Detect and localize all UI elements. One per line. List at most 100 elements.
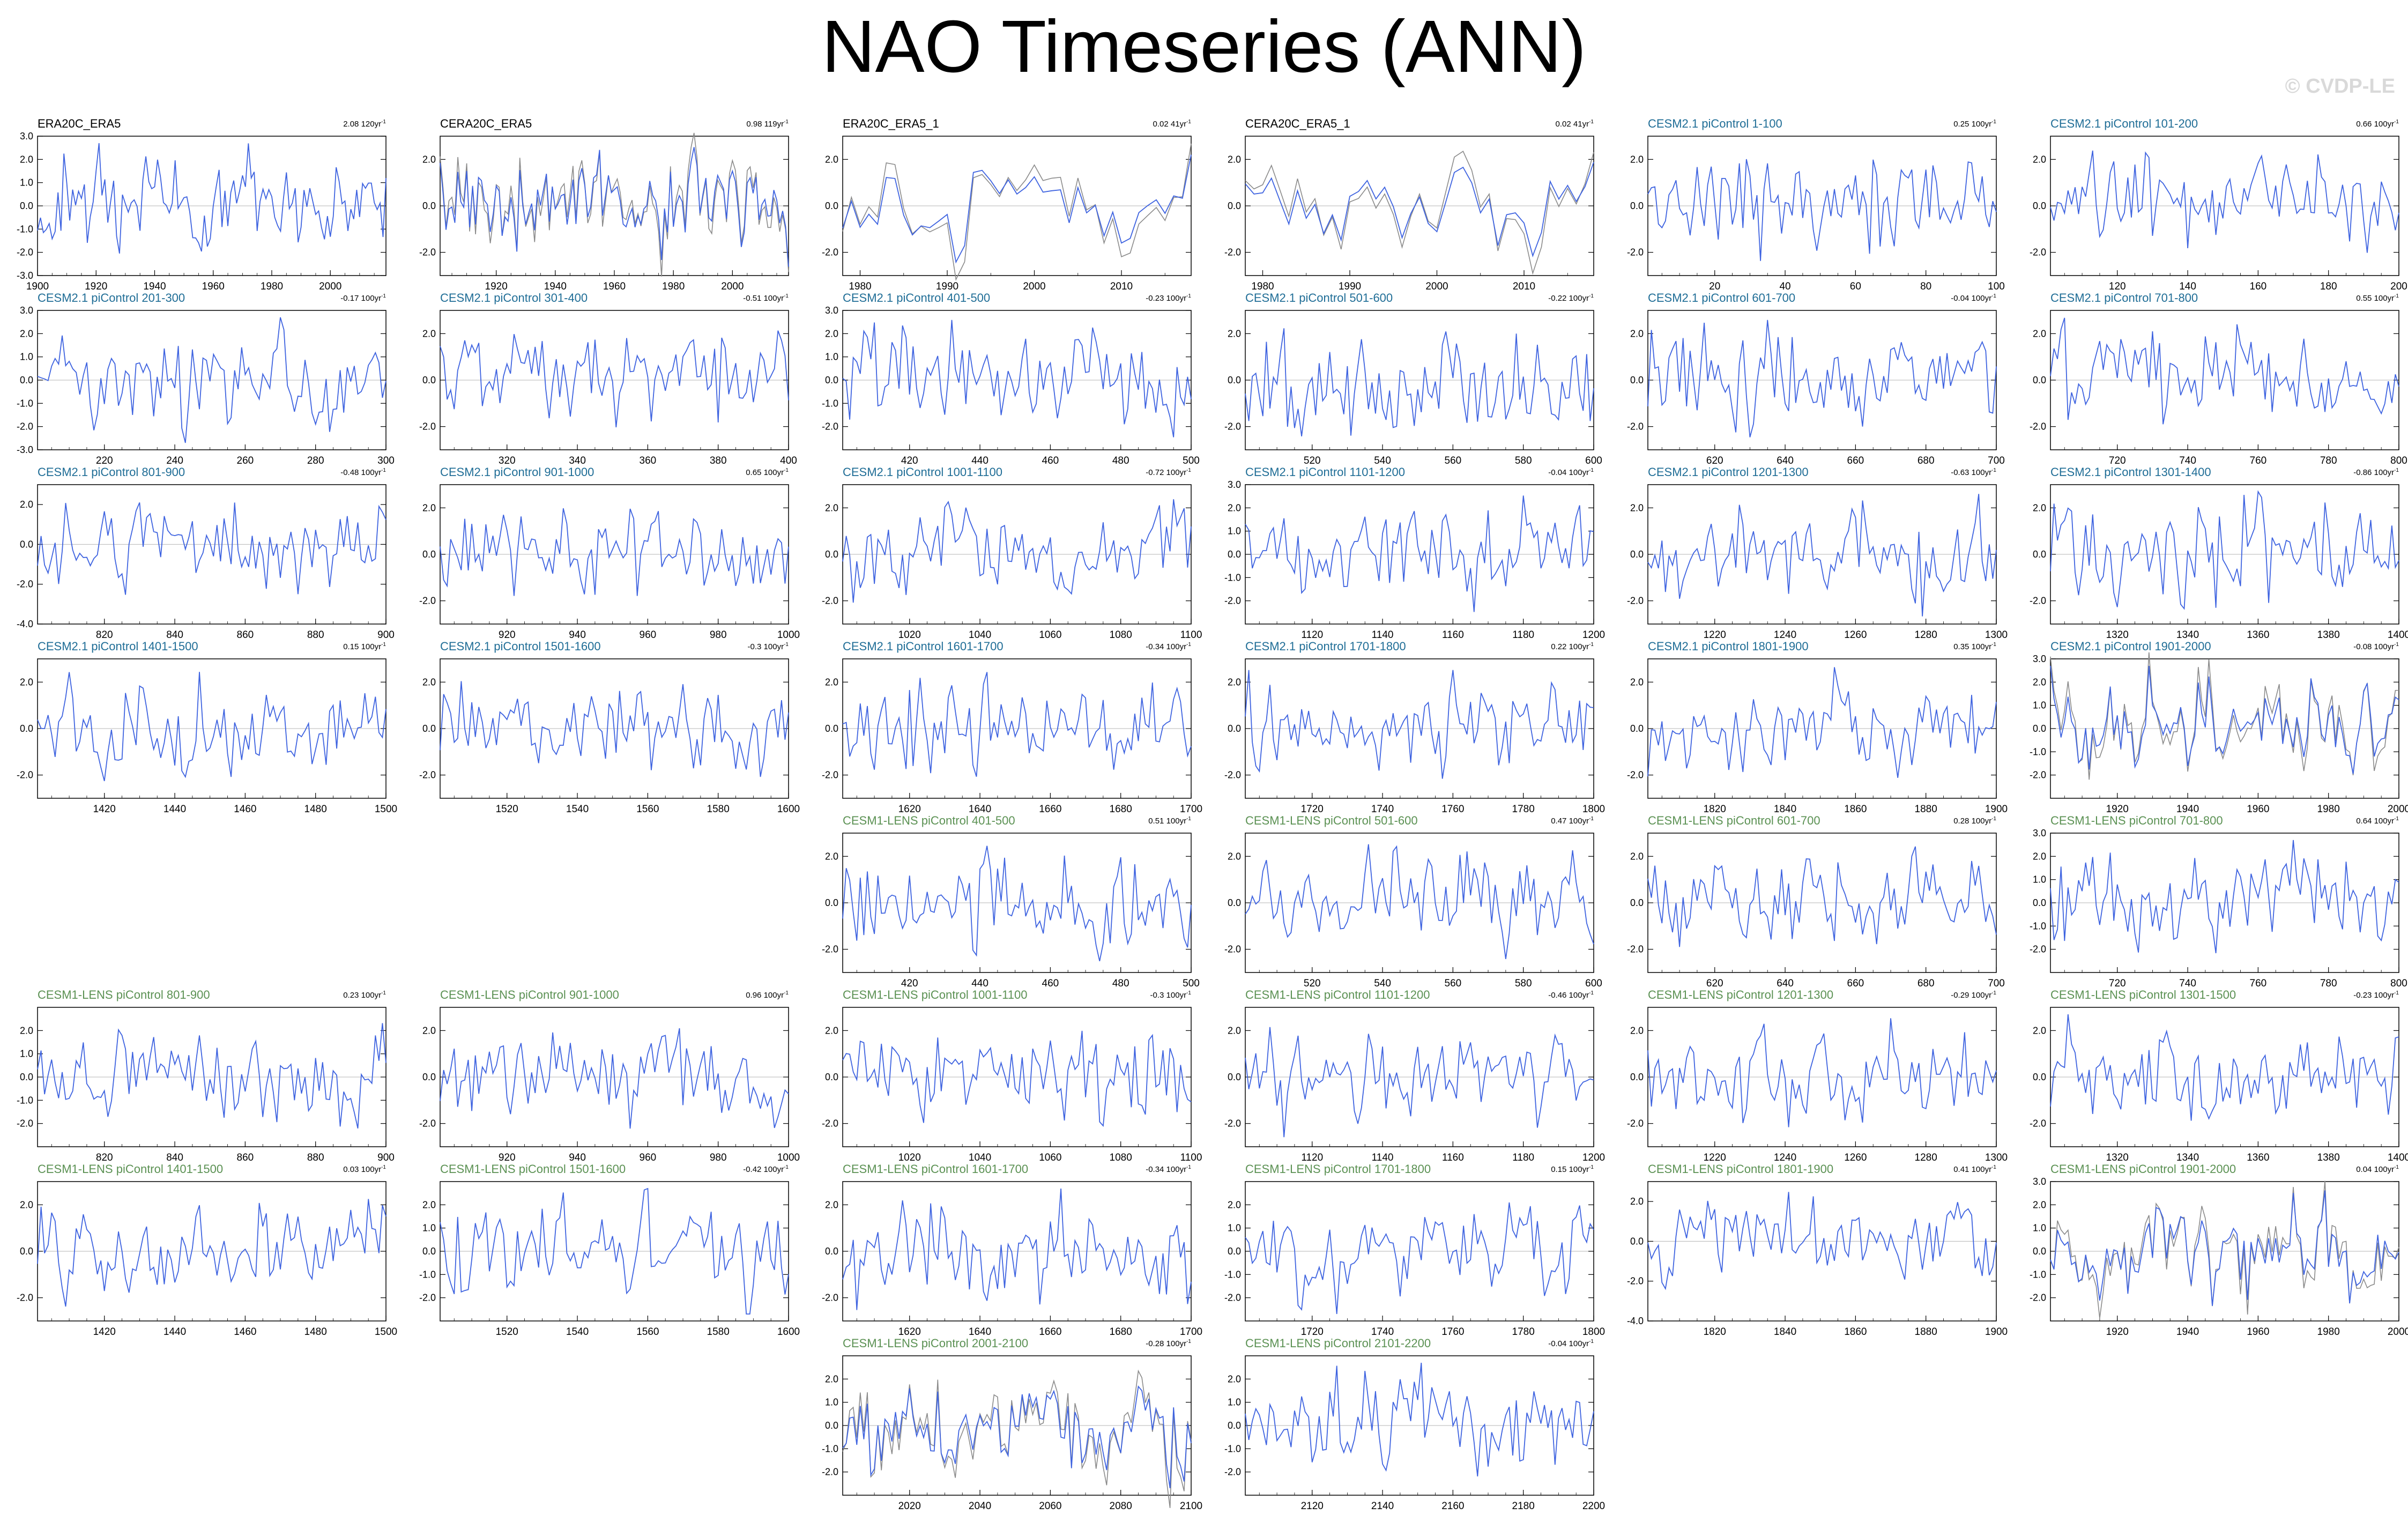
y-tick-label: 2.0	[825, 328, 838, 339]
nao-series-line	[842, 1385, 1192, 1489]
y-tick-label: -2.0	[1627, 421, 1644, 432]
y-tick-label: 0.0	[20, 723, 33, 734]
y-tick-label: -2.0	[822, 421, 838, 432]
y-tick-label: 2.0	[825, 677, 838, 687]
panel-plot: 1900 1920 1940 1960 1980 2000 3.0 2.0 1.0 0.0 -1.0…	[17, 131, 387, 292]
y-tick-label: 1.0	[825, 1397, 838, 1408]
panel-title: CESM1-LENS piControl 1501-1600	[440, 1162, 626, 1176]
panel-trend: 0.66 100yr-1	[2356, 119, 2399, 129]
y-tick-label: 2.0	[1228, 154, 1241, 165]
x-tick-label: 580	[1515, 978, 1532, 989]
y-tick-label: 2.0	[422, 1025, 436, 1036]
y-tick-label: 2.0	[2033, 851, 2046, 862]
y-tick-label: 0.0	[1630, 723, 1644, 734]
y-tick-label: 2.0	[1228, 1373, 1241, 1384]
x-tick-label: 1020	[898, 1152, 921, 1163]
y-tick-label: -2.0	[2030, 421, 2046, 432]
panel-title: CESM1-LENS piControl 701-800	[2050, 814, 2223, 827]
y-tick-label: 2.0	[1630, 328, 1644, 339]
y-tick-label: 1.0	[1228, 1223, 1241, 1234]
x-tick-label: 1720	[1301, 1326, 1324, 1338]
panel-title: CESM2.1 piControl 1701-1800	[1245, 640, 1406, 653]
x-tick-label: 60	[1850, 281, 1861, 292]
y-tick-label: 0.0	[1228, 897, 1241, 908]
x-tick-label: 1000	[777, 629, 800, 641]
x-tick-label: 1320	[2106, 629, 2129, 641]
x-tick-label: 780	[2320, 455, 2337, 466]
x-tick-label: 20	[1709, 281, 1720, 292]
y-tick-label: 2.0	[1630, 502, 1644, 513]
x-tick-label: 960	[640, 1152, 657, 1163]
y-tick-label: 2.0	[2033, 677, 2046, 687]
x-tick-label: 1920	[485, 281, 508, 292]
x-tick-label: 460	[1042, 978, 1059, 989]
panel-plot: 720 740 760 780 800 2.0 0.0 -2.0	[2030, 310, 2407, 466]
panel-title: CESM2.1 piControl 1901-2000	[2050, 640, 2211, 653]
nao-series-line	[842, 1188, 1192, 1310]
x-tick-label: 1440	[163, 804, 186, 815]
y-tick-label: 0.0	[2033, 1072, 2046, 1082]
panel-title: CESM2.1 piControl 401-500	[843, 291, 991, 305]
y-tick-label: 0.0	[422, 201, 436, 211]
panel-cesm2-601-700: CESM2.1 piControl 601-700 -0.04 100yr-1 62…	[1627, 291, 2005, 477]
y-tick-label: -2.0	[1224, 247, 1241, 258]
panel-plot: 1920 1940 1960 1980 2000 3.0 2.0 1.0 0.0 -1.0 -2.0	[2030, 1176, 2408, 1338]
x-tick-label: 1860	[1844, 1326, 1867, 1338]
x-tick-label: 260	[237, 455, 254, 466]
panel-trend: -0.04 100yr-1	[1951, 293, 1996, 303]
panel-plot: 1820 1840 1860 1880 1900 2.0 0.0 -2.0 -4.0	[1627, 1181, 2008, 1338]
panel-plot: 120 140 160 180 200 2.0 0.0 -2.0	[2030, 136, 2407, 292]
y-tick-label: 2.0	[1630, 1025, 1644, 1036]
nao-series-line	[2050, 1190, 2399, 1306]
y-tick-label: 0.0	[20, 375, 33, 385]
panel-title: CESM2.1 piControl 201-300	[38, 291, 185, 305]
panel-plot: 1420 1440 1460 1480 1500 2.0 0.0 -2.0	[17, 1181, 397, 1338]
x-tick-label: 1180	[1512, 629, 1534, 641]
x-tick-label: 2140	[1371, 1501, 1394, 1512]
y-tick-label: 0.0	[1228, 549, 1241, 560]
x-tick-label: 1680	[1110, 804, 1132, 815]
x-tick-label: 440	[971, 455, 989, 466]
y-tick-label: 0.0	[1228, 1246, 1241, 1257]
y-tick-label: 1.0	[2033, 1223, 2046, 1234]
y-tick-label: 0.0	[422, 1246, 436, 1257]
y-tick-label: 0.0	[825, 1246, 838, 1257]
y-tick-label: 0.0	[2033, 1246, 2046, 1257]
y-tick-label: 2.0	[20, 677, 33, 687]
panel-cesm2-901-1000: CESM2.1 piControl 901-1000 0.65 100yr-1 92…	[419, 465, 800, 651]
x-tick-label: 840	[166, 1152, 183, 1163]
x-tick-label: 1600	[777, 1326, 800, 1338]
x-tick-label: 1280	[1915, 1152, 1937, 1163]
panel-title: CESM1-LENS piControl 501-600	[1245, 814, 1418, 827]
x-tick-label: 1660	[1039, 1326, 1061, 1338]
x-tick-label: 780	[2320, 978, 2337, 989]
panel-plot: 720 740 760 780 800 3.0 2.0 1.0 0.0 -1.0 -2.0	[2030, 828, 2407, 989]
panel-trend: 0.98 119yr-1	[746, 119, 789, 129]
y-tick-label: 0.0	[2033, 723, 2046, 734]
x-tick-label: 1940	[544, 281, 567, 292]
nao-series-line	[1245, 1362, 1594, 1476]
y-tick-label: -2.0	[1627, 944, 1644, 955]
x-tick-label: 1500	[375, 1326, 397, 1338]
y-tick-label: 0.0	[825, 375, 838, 385]
panel-title: CESM1-LENS piControl 1601-1700	[843, 1162, 1029, 1176]
x-tick-label: 660	[1847, 978, 1864, 989]
x-tick-label: 540	[1374, 978, 1391, 989]
x-tick-label: 1620	[898, 804, 921, 815]
x-tick-label: 1540	[566, 804, 589, 815]
nao-series-line	[440, 330, 789, 428]
x-tick-label: 980	[710, 1152, 727, 1163]
y-tick-label: 0.0	[1630, 549, 1644, 560]
x-tick-label: 1960	[2247, 1326, 2269, 1338]
x-tick-label: 1680	[1110, 1326, 1132, 1338]
y-tick-label: 2.0	[20, 1025, 33, 1036]
x-tick-label: 560	[1445, 978, 1462, 989]
y-tick-label: -2.0	[822, 770, 838, 781]
panel-plot: 1220 1240 1260 1280 1300 2.0 0.0 -2.0	[1627, 1007, 2008, 1163]
y-tick-label: 2.0	[422, 154, 436, 165]
nao-series-line	[440, 1187, 789, 1315]
x-tick-label: 2000	[1425, 281, 1448, 292]
y-tick-label: -1.0	[1224, 572, 1241, 583]
nao-series-line	[1245, 328, 1594, 437]
panel-cesm1-1601-1700: CESM1-LENS piControl 1601-1700 -0.34 100y…	[822, 1162, 1202, 1348]
